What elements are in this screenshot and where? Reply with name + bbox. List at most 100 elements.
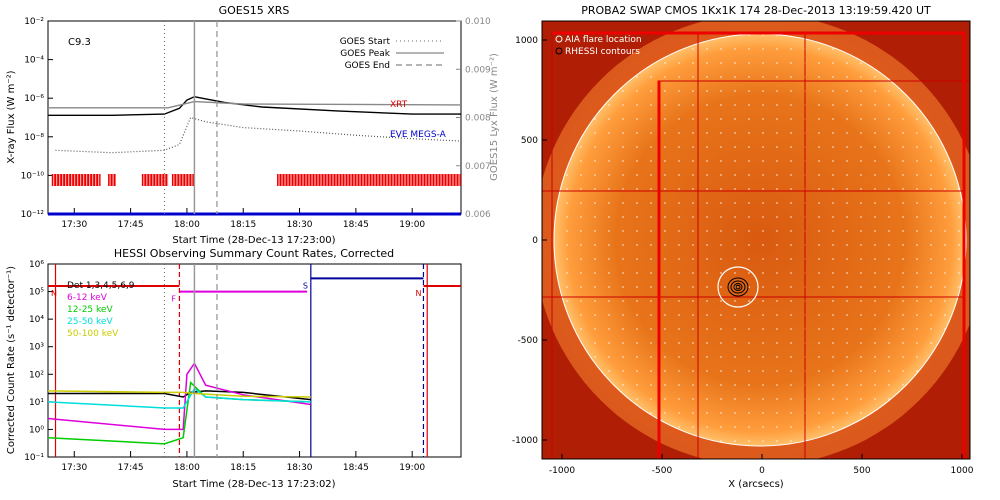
hessi-series-line (47, 361, 311, 431)
swap-xlabel: X (arcsecs) (728, 479, 784, 490)
hessi-series-line (48, 390, 311, 401)
xrt-coverage-bar (51, 174, 101, 186)
goes-xtick-label: 18:30 (287, 220, 313, 230)
goes-xrt-coverage (51, 174, 461, 186)
goes-y-ticks-right: 0.006 0.007 0.008 0.009 0.010 (456, 17, 491, 220)
goes-ylabel-left: X-ray Flux (W m⁻²) (6, 70, 17, 163)
hessi-legend-entry: 25-50 keV (67, 317, 113, 327)
swap-ytick-label: 1000 (515, 36, 538, 46)
goes-ytick-left-label: 10⁻⁶ (24, 94, 44, 104)
hessi-ytick-label: 10² (29, 370, 44, 380)
hessi-ylabel: Corrected Count Rate (s⁻¹ detector⁻¹) (6, 266, 17, 454)
hessi-title: HESSI Observing Summary Count Rates, Cor… (114, 247, 394, 260)
hessi-event-markers (163, 264, 218, 457)
hessi-legend-entry: 6-12 keV (67, 293, 108, 303)
rhessi-contour-4 (735, 284, 741, 290)
legend-aia-flare: AIA flare location (565, 35, 642, 45)
hessi-xtick-label: 18:15 (230, 463, 256, 473)
hessi-legend: Det 1,3,4,5,6,9 6-12 keV 12-25 keV 25-50 k… (67, 281, 135, 339)
goes-xtick-label: 17:45 (118, 220, 144, 230)
hessi-xtick-label: 18:00 (174, 463, 200, 473)
legend-goes-peak: GOES Peak (340, 49, 390, 59)
hessi-panel: HESSI Observing Summary Count Rates, Cor… (6, 247, 462, 490)
goes-ytick-left-label: 10⁻⁴ (24, 56, 44, 66)
xrt-coverage-bar (108, 174, 116, 186)
hessi-y-ticks: 10⁻¹ 10⁰ 10¹ 10² 10³ 10⁴ 10⁵ 10⁶ (24, 260, 53, 463)
goes-series-line (48, 95, 461, 117)
legend-rhessi-contours: RHESSI contours (565, 47, 640, 57)
hessi-x-ticks: 17:30 17:45 18:00 18:15 18:30 18:45 19:00 (61, 451, 425, 473)
swap-xtick-label: 1000 (951, 466, 974, 476)
annotation-eve-megs-a: EVE MEGS-A (390, 130, 447, 140)
aia-flare-location-circle (717, 266, 759, 308)
swap-xtick-label: -1000 (549, 466, 575, 476)
goes-xtick-label: 19:00 (399, 220, 425, 230)
goes-xtick-label: 17:30 (61, 220, 87, 230)
hessi-legend-entry: 50-100 keV (67, 329, 119, 339)
goes-ylabel-right: GOES15 Lyx Flux (W m⁻²) (489, 53, 500, 181)
hessi-legend-entry: 12-25 keV (67, 305, 113, 315)
hessi-ytick-label: 10⁴ (29, 315, 44, 325)
goes-event-markers (163, 21, 218, 214)
goes-ytick-right-label: 0.010 (465, 17, 491, 27)
goes-xtick-label: 18:45 (343, 220, 369, 230)
hessi-flag-letter: F (171, 295, 176, 304)
legend-rhessi-marker (555, 47, 563, 55)
legend-goes-end: GOES End (345, 61, 390, 71)
swap-ytick-label: -500 (518, 336, 539, 346)
goes-panel: GOES15 XRS 10⁻¹² 10⁻¹⁰ 10⁻⁸ 10⁻⁶ 10⁻⁴ 10⁻² 0.… (6, 4, 500, 246)
annotation-xrt: XRT (390, 100, 408, 110)
swap-xtick-label: 500 (853, 466, 870, 476)
hessi-series-line (47, 390, 311, 398)
swap-panel: PROBA2 SWAP CMOS 1Kx1K 174 28-Dec-2013 1… (512, 4, 974, 490)
swap-xtick-label: -500 (652, 466, 673, 476)
rhessi-contour-3 (733, 283, 743, 291)
hessi-ytick-label: 10⁵ (29, 288, 44, 298)
goes-series-line (48, 100, 462, 109)
hessi-flag-lines: N F S N (48, 264, 461, 457)
goes-series-line (55, 116, 462, 154)
goes-x-ticks: 17:30 17:45 18:00 18:15 18:30 18:45 19:00 (61, 208, 425, 230)
goes-ytick-right-label: 0.008 (465, 114, 491, 124)
swap-ytick-label: -1000 (512, 436, 538, 446)
hessi-ytick-label: 10⁰ (29, 425, 44, 435)
hessi-ytick-label: 10³ (29, 343, 44, 353)
hessi-xtick-label: 17:30 (61, 463, 87, 473)
hessi-series (47, 361, 311, 445)
hessi-xtick-label: 19:00 (399, 463, 425, 473)
hessi-xtick-label: 18:30 (287, 463, 313, 473)
goes-xtick-label: 18:00 (174, 220, 200, 230)
goes-ytick-right-label: 0.006 (465, 210, 491, 220)
goes-ytick-left-label: 10⁻² (24, 17, 44, 27)
swap-title: PROBA2 SWAP CMOS 1Kx1K 174 28-Dec-2013 1… (581, 4, 931, 17)
goes-title: GOES15 XRS (219, 4, 290, 17)
swap-ytick-label: 500 (521, 136, 538, 146)
swap-y-ticks: 1000 500 0 -500 -1000 (512, 36, 547, 446)
rhessi-contour-1 (727, 277, 749, 297)
goes-xlabel: Start Time (28-Dec-13 17:23:00) (172, 235, 335, 246)
swap-ytick-label: 0 (532, 236, 538, 246)
legend-detectors: Det 1,3,4,5,6,9 (67, 281, 135, 291)
goes-ytick-right-label: 0.009 (465, 65, 491, 75)
legend-goes-start: GOES Start (340, 37, 391, 47)
goes-ytick-left-label: 10⁻¹² (21, 210, 45, 220)
hessi-plot-frame (47, 263, 462, 458)
goes-ytick-right-label: 0.007 (465, 162, 491, 172)
goes-legend: GOES Start GOES Peak GOES End (340, 37, 444, 71)
legend-aia-marker (555, 35, 563, 43)
swap-legend: AIA flare location RHESSI contours (555, 35, 642, 57)
xrt-coverage-bar (141, 174, 169, 186)
hessi-xlabel: Start Time (28-Dec-13 17:23:02) (172, 479, 335, 490)
rhessi-contours (727, 277, 749, 297)
swap-x-ticks: -1000 -500 0 500 1000 (549, 454, 974, 476)
rhessi-contour-2 (730, 280, 746, 294)
hessi-flag-letter: S (303, 281, 308, 290)
hessi-flag-letter: N (415, 289, 421, 298)
hessi-xtick-label: 18:45 (343, 463, 369, 473)
goes-class-label: C9.3 (68, 37, 91, 48)
goes-xtick-label: 18:15 (230, 220, 256, 230)
hessi-flag-letter: N (51, 289, 57, 298)
goes-ytick-left-label: 10⁻¹⁰ (21, 171, 45, 181)
hessi-ytick-label: 10¹ (29, 398, 44, 408)
